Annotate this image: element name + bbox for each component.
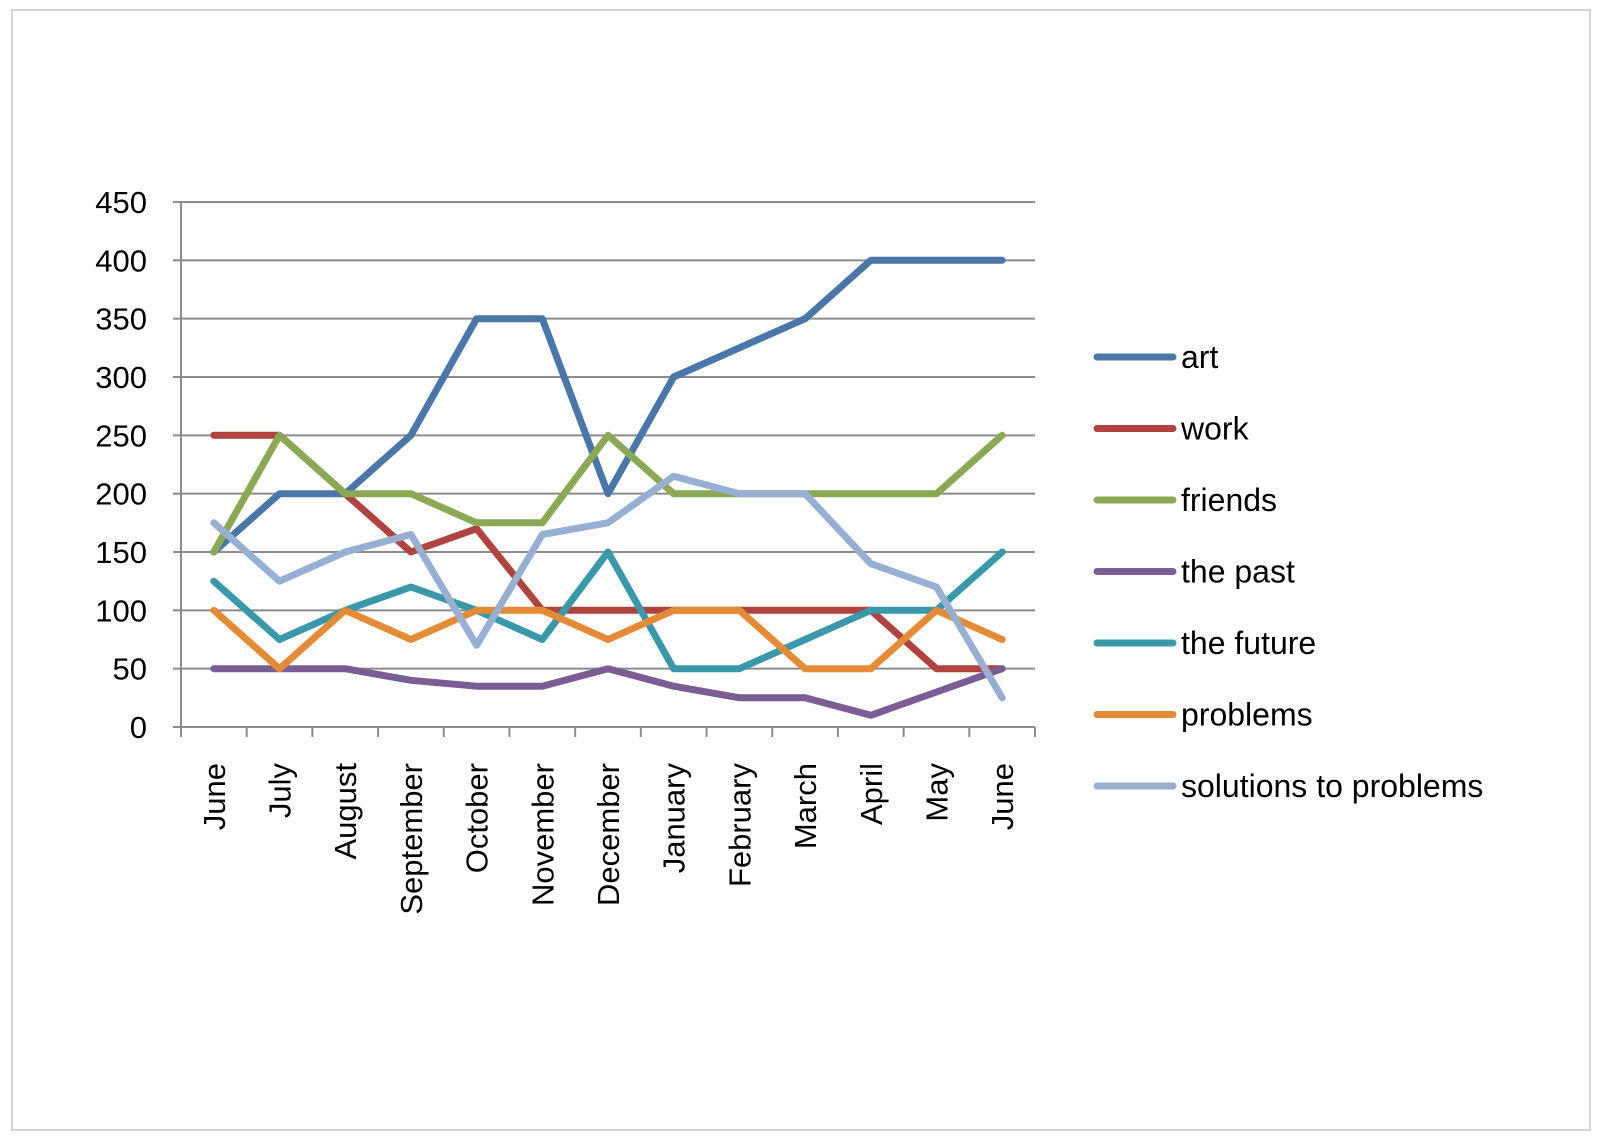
series-line-problems bbox=[210, 606, 1006, 673]
legend-label: the past bbox=[1181, 554, 1295, 590]
x-tick-label: May bbox=[919, 763, 954, 822]
legend-item-art: art bbox=[1093, 339, 1218, 375]
legend: art work friends the past the future problems… bbox=[1093, 339, 1483, 804]
x-tick-label: February bbox=[722, 763, 757, 888]
chart-frame bbox=[11, 9, 1591, 1131]
x-tick-label: March bbox=[788, 763, 823, 849]
x-tick-label: January bbox=[657, 763, 692, 874]
legend-label: friends bbox=[1181, 482, 1277, 518]
x-tick-label: July bbox=[263, 763, 298, 819]
y-tick-label: 50 bbox=[113, 652, 147, 687]
x-axis-tick-labels: June July August September October November De… bbox=[197, 763, 1020, 915]
legend-label: solutions to problems bbox=[1181, 768, 1483, 804]
series-line-the-past bbox=[210, 665, 1006, 719]
legend-label: work bbox=[1180, 411, 1250, 447]
legend-item-friends: friends bbox=[1093, 482, 1277, 518]
y-tick-label: 400 bbox=[95, 243, 147, 278]
series-line-friends bbox=[210, 431, 1006, 556]
legend-item-the-past: the past bbox=[1093, 554, 1295, 590]
x-tick-label: June bbox=[197, 763, 232, 830]
series-lines bbox=[210, 256, 1006, 719]
y-tick-label: 250 bbox=[95, 418, 147, 453]
y-tick-label: 0 bbox=[130, 710, 147, 745]
y-tick-label: 100 bbox=[95, 593, 147, 628]
y-tick-label: 300 bbox=[95, 360, 147, 395]
legend-label: art bbox=[1181, 339, 1218, 375]
axes bbox=[173, 201, 1036, 737]
x-tick-label: December bbox=[591, 763, 626, 906]
legend-label: the future bbox=[1181, 625, 1316, 661]
y-tick-label: 450 bbox=[95, 185, 147, 220]
x-tick-label: November bbox=[525, 763, 560, 906]
y-axis-tick-labels: 0 50 100 150 200 250 300 350 400 450 bbox=[95, 185, 147, 745]
x-tick-label: August bbox=[328, 763, 363, 860]
series-line-art bbox=[210, 256, 1006, 556]
x-tick-label: September bbox=[394, 763, 429, 915]
y-tick-label: 150 bbox=[95, 535, 147, 570]
legend-item-solutions-to-problems: solutions to problems bbox=[1093, 768, 1483, 804]
legend-item-the-future: the future bbox=[1093, 625, 1316, 661]
legend-item-work: work bbox=[1093, 411, 1250, 447]
legend-label: problems bbox=[1181, 697, 1313, 733]
x-tick-label: April bbox=[854, 763, 889, 825]
x-tick-label: October bbox=[460, 763, 495, 873]
y-tick-label: 350 bbox=[95, 302, 147, 337]
y-tick-label: 200 bbox=[95, 477, 147, 512]
legend-item-problems: problems bbox=[1093, 697, 1313, 733]
series-line-solutions-to-problems bbox=[210, 472, 1006, 702]
x-tick-label: June bbox=[985, 763, 1020, 830]
